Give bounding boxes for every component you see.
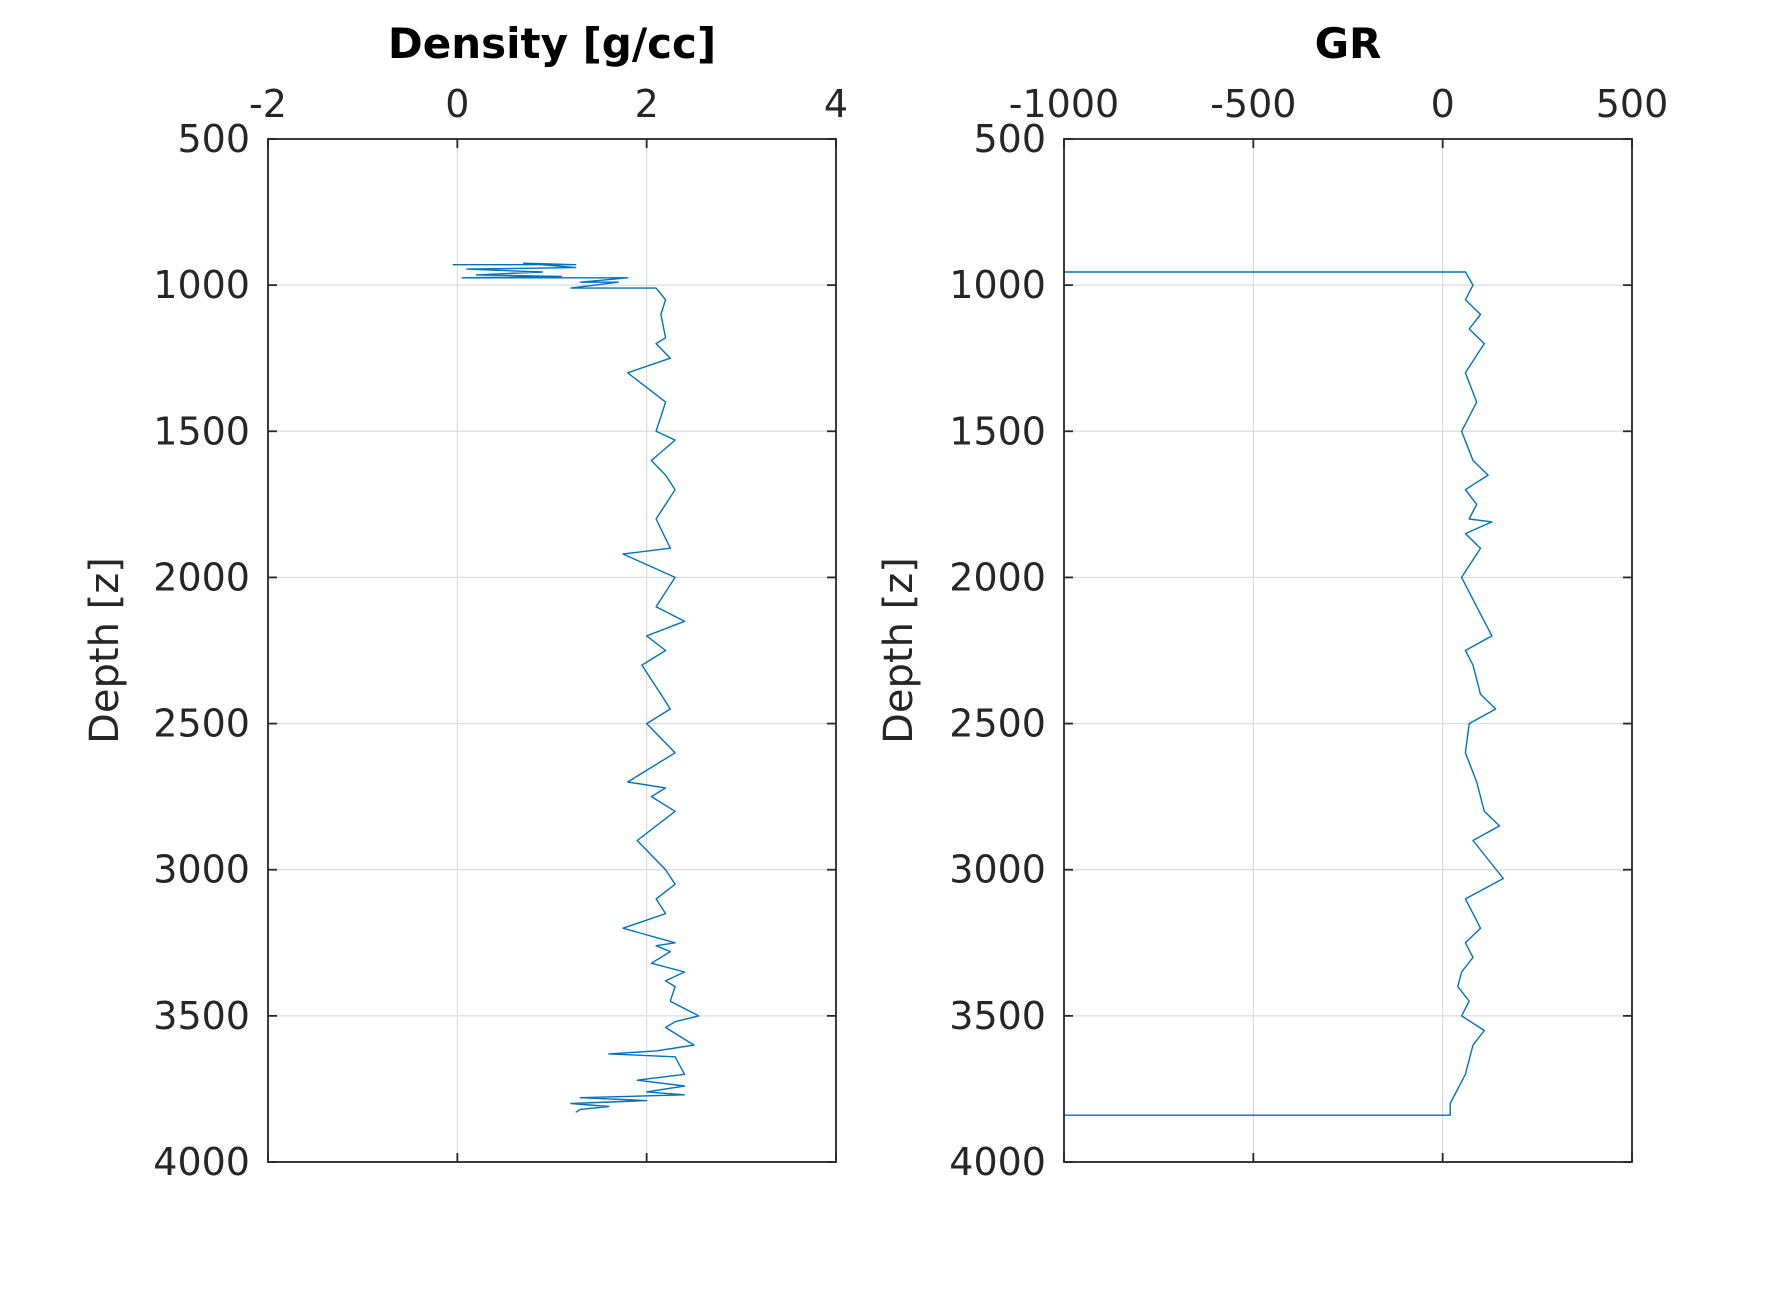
density-ytick-label: 1000 [153,263,250,307]
density-title: Density [g/cc] [388,19,716,68]
gr-ytick-label: 500 [973,117,1046,161]
density-xtick-label: 0 [445,82,469,126]
density-grid [268,139,836,1162]
gr-title: GR [1315,19,1382,68]
gr-ytick-label: 2500 [949,702,1046,746]
density-series-line [452,262,700,1113]
gr-ticks: -1000 -500 0 500 500 1000 1500 2000 2500 3000 3500… [949,82,1668,1184]
density-ytick-label: 3500 [153,994,250,1038]
gr-xtick-label: -1000 [1009,82,1119,126]
gr-ytick-label: 3500 [949,994,1046,1038]
density-ytick-label: 2000 [153,555,250,599]
gr-series-line [1064,271,1504,1116]
density-xtick-label: 4 [824,82,848,126]
gr-ytick-label: 2000 [949,555,1046,599]
gr-ytick-label: 1500 [949,409,1046,453]
density-ytick-label: 3000 [153,848,250,892]
density-xtick-label: -2 [249,82,287,126]
density-ticks: -2 0 2 4 500 1000 1500 2000 2500 3000 3500 4000 [153,82,848,1184]
gr-ytick-label: 1000 [949,263,1046,307]
density-ytick-label: 4000 [153,1140,250,1184]
gr-xtick-label: 0 [1431,82,1455,126]
gr-ytick-label: 4000 [949,1140,1046,1184]
gr-axes-frame [1063,138,1633,1163]
density-ytick-label: 2500 [153,702,250,746]
gr-grid [1064,139,1632,1162]
gr-xtick-label: 500 [1596,82,1669,126]
gr-xtick-label: -500 [1210,82,1296,126]
density-ytick-label: 500 [177,117,250,161]
gr-ytick-label: 3000 [949,848,1046,892]
gr-panel: GR Depth [z] -1000 -500 0 500 500 1000 1500 200… [876,19,1668,1184]
density-xtick-label: 2 [635,82,659,126]
density-ytick-label: 1500 [153,409,250,453]
density-panel: Density [g/cc] Depth [z] -2 0 2 4 500 1000 150… [82,19,848,1184]
density-ylabel: Depth [z] [82,557,128,744]
density-axes-frame [267,138,837,1163]
gr-ylabel: Depth [z] [876,557,922,744]
